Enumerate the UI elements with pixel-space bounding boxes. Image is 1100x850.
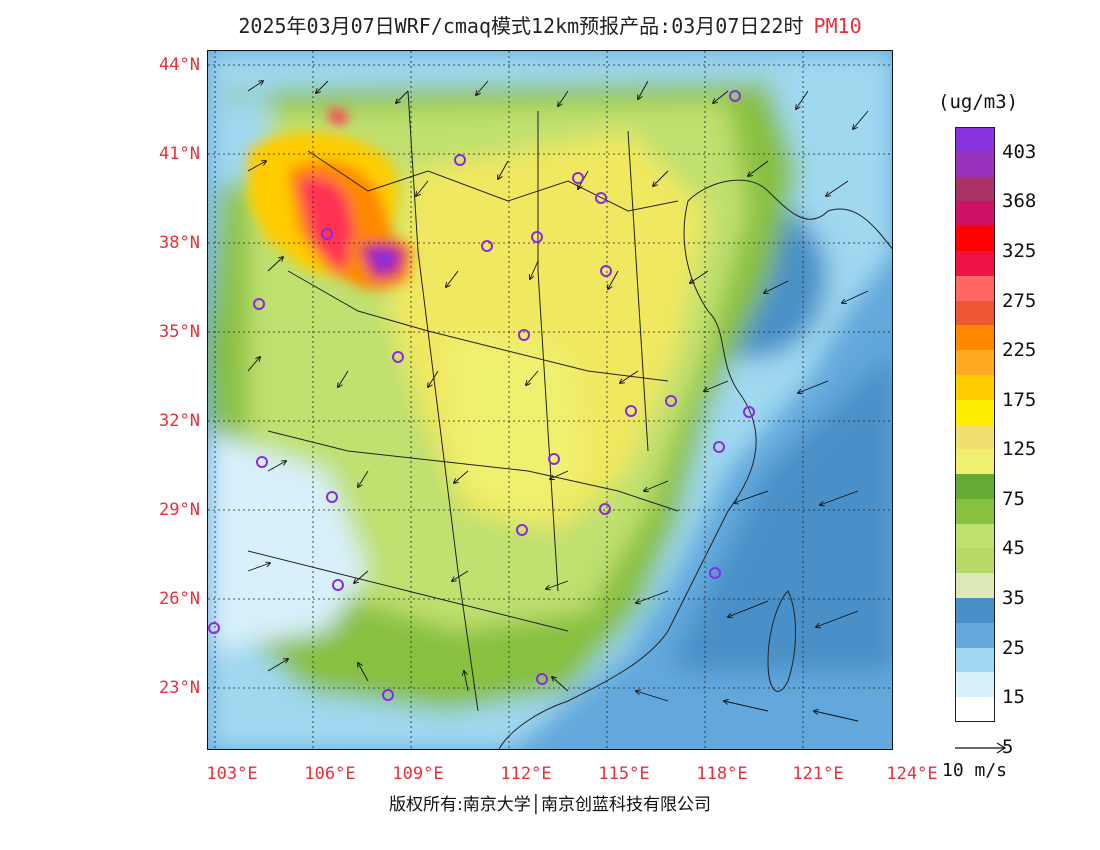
colorbar-swatch <box>955 573 995 599</box>
colorbar-swatch <box>955 275 995 302</box>
wind-reference-label: 10 m/s <box>942 760 1008 781</box>
lon-label-109e: 109°E <box>392 764 444 784</box>
colorbar-label: 125 <box>1002 438 1037 461</box>
title-text: 2025年03月07日WRF/cmaq模式12km预报产品:03月07日22时 <box>238 14 804 38</box>
colorbar-swatch <box>955 201 995 227</box>
colorbar-label: 225 <box>1002 339 1037 362</box>
colorbar-swatch <box>955 127 995 153</box>
colorbar-swatch <box>955 647 995 673</box>
lat-label-29n: 29°N <box>159 500 200 520</box>
colorbar-swatch <box>955 474 995 500</box>
colorbar-label: 35 <box>1002 587 1025 610</box>
city-markers <box>208 90 755 701</box>
colorbar-label: 403 <box>1002 140 1037 163</box>
lat-label-32n: 32°N <box>159 411 200 431</box>
colorbar-swatch <box>955 449 995 475</box>
dust-plume <box>248 109 413 291</box>
borders <box>247 90 892 749</box>
colorbar-swatch <box>955 697 995 723</box>
copyright-text: 版权所有:南京大学│南京创蓝科技有限公司 <box>389 795 711 815</box>
colorbar-swatch <box>955 548 995 574</box>
lon-label-124e: 124°E <box>886 764 938 784</box>
colorbar-swatch <box>955 622 995 649</box>
lon-label-115e: 115°E <box>598 764 650 784</box>
colorbar-swatch <box>955 672 995 698</box>
forecast-map <box>207 50 893 750</box>
colorbar-swatch <box>955 300 995 326</box>
colorbar-label: 325 <box>1002 239 1037 262</box>
wind-reference-arrow <box>955 742 1007 754</box>
lon-label-103e: 103°E <box>206 764 258 784</box>
colorbar-label: 75 <box>1002 487 1025 510</box>
colorbar-swatch <box>955 350 995 376</box>
colorbar-label: 275 <box>1002 289 1037 312</box>
colorbar-unit: (ug/m3) <box>938 91 1019 113</box>
colorbar-label: 368 <box>1002 190 1037 213</box>
colorbar-swatch <box>955 374 995 401</box>
lon-label-112e: 112°E <box>500 764 552 784</box>
lon-label-118e: 118°E <box>696 764 748 784</box>
colorbar-swatch <box>955 399 995 425</box>
colorbar-swatch <box>955 250 995 277</box>
graticule <box>208 51 892 749</box>
colorbar-label: 25 <box>1002 636 1025 659</box>
lat-label-38n: 38°N <box>159 233 200 253</box>
colorbar-swatch <box>955 176 995 202</box>
colorbar-swatch <box>955 226 995 252</box>
variable-label: PM10 <box>813 14 862 38</box>
colorbar-swatch <box>955 325 995 351</box>
colorbar-swatch <box>955 151 995 178</box>
colorbar-swatch <box>955 498 995 525</box>
concentration-field <box>208 51 892 749</box>
lon-label-106e: 106°E <box>304 764 356 784</box>
lat-label-44n: 44°N <box>159 55 200 75</box>
colorbar-label: 5 <box>1002 735 1014 758</box>
colorbar-label: 175 <box>1002 388 1037 411</box>
lat-label-41n: 41°N <box>159 144 200 164</box>
lon-label-121e: 121°E <box>792 764 844 784</box>
map-canvas <box>208 51 892 749</box>
colorbar-swatch <box>955 523 995 549</box>
colorbar-label: 45 <box>1002 537 1025 560</box>
lat-label-23n: 23°N <box>159 678 200 698</box>
lat-label-26n: 26°N <box>159 589 200 609</box>
wind-vectors <box>247 81 869 722</box>
lat-label-35n: 35°N <box>159 322 200 342</box>
colorbar-label: 15 <box>1002 686 1025 709</box>
colorbar-swatch <box>955 598 995 624</box>
colorbar-swatch <box>955 424 995 450</box>
map-title: 2025年03月07日WRF/cmaq模式12km预报产品:03月07日22时 P… <box>0 10 1100 39</box>
